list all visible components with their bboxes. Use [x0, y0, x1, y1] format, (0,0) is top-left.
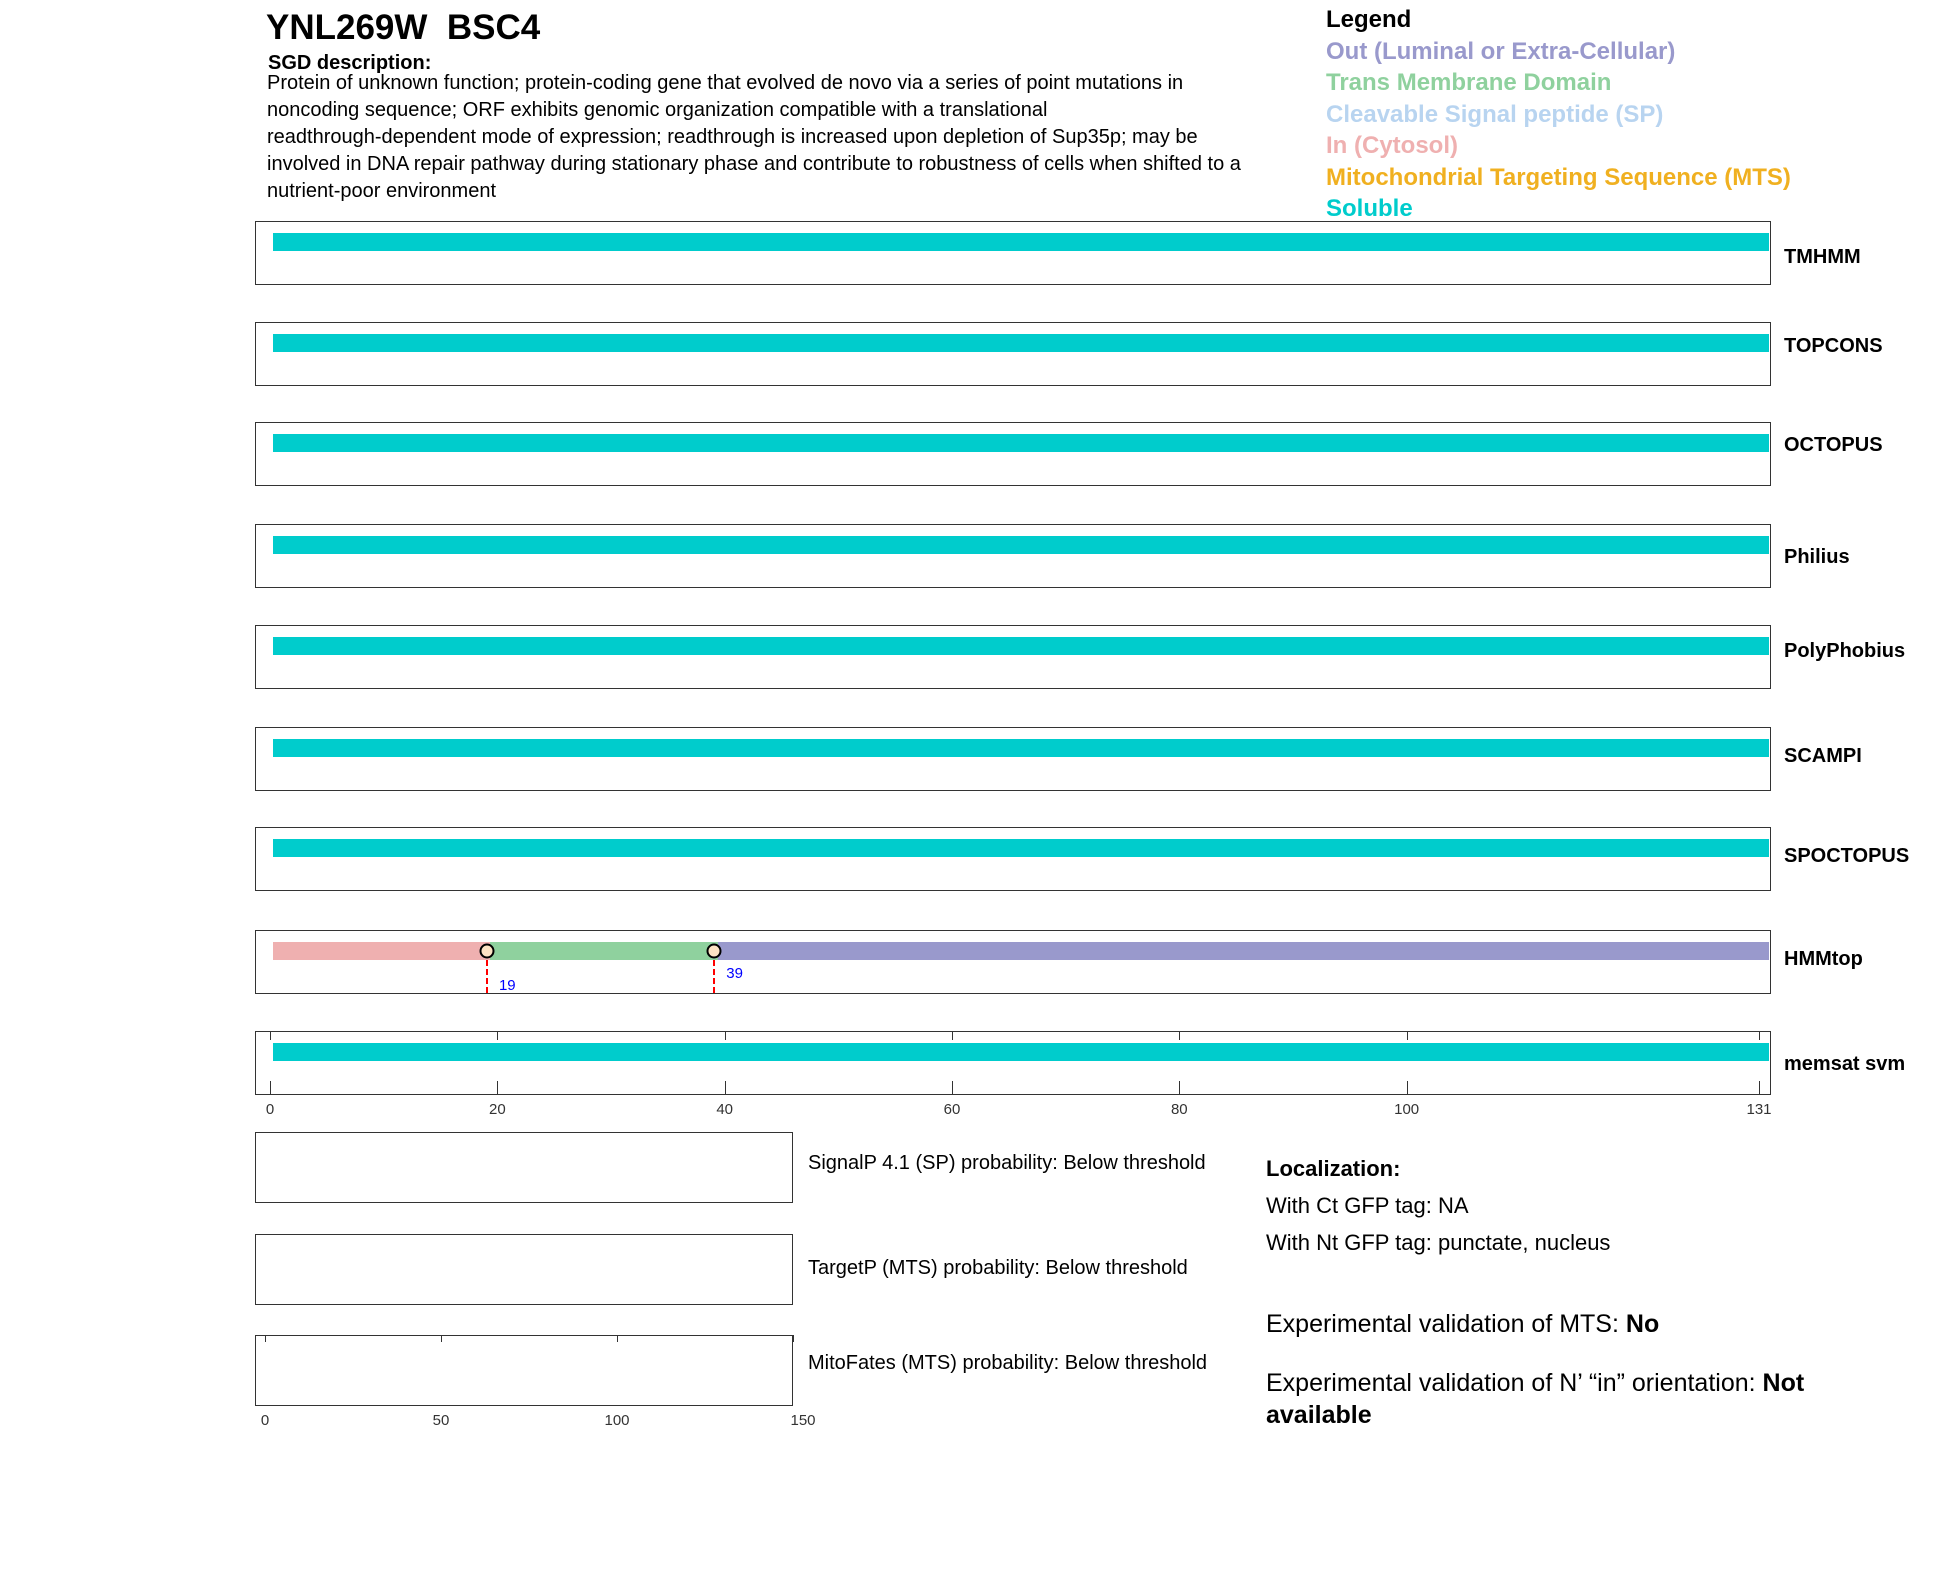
x-tick [724, 1031, 726, 1040]
track-panel-tmhmm [255, 221, 1771, 285]
track-panel-spoctopus [255, 827, 1771, 891]
track-segment [273, 942, 490, 960]
track-label: SPOCTOPUS [1784, 845, 1910, 867]
localization-heading: Localization: [1266, 1156, 1401, 1181]
track-segment [273, 739, 1769, 757]
description-line: Protein of unknown function; protein-cod… [267, 72, 1184, 94]
probability-label: TargetP (MTS) probability: Below thresho… [808, 1257, 1188, 1279]
track-label: PolyPhobius [1784, 640, 1906, 662]
track-panel-polyphobius [255, 625, 1771, 689]
legend-item: In (Cytosol) [1326, 132, 1458, 159]
marker-value: 39 [726, 965, 743, 982]
x-tick-label: 131 [1746, 1101, 1772, 1118]
legend-item: Out (Luminal or Extra-Cellular) [1326, 37, 1676, 65]
track-panel-topcons [255, 322, 1771, 386]
probability-panel [255, 1132, 793, 1203]
x-tick [617, 1335, 618, 1342]
orientation-validation-label: Experimental validation of N’ “in” orien… [1266, 1369, 1763, 1397]
x-tick [1759, 1081, 1760, 1095]
probability-label: MitoFates (MTS) probability: Below thres… [808, 1352, 1208, 1374]
orientation-validation: Experimental validation of N’ “in” orien… [1266, 1367, 1826, 1431]
x-tick [951, 1031, 953, 1040]
track-segment [489, 942, 719, 960]
x-tick-label: 100 [604, 1412, 630, 1429]
mts-validation: Experimental validation of MTS: No [1266, 1308, 1866, 1340]
legend-item: Soluble [1326, 195, 1413, 222]
orientation-validation-value: Not available [1266, 1369, 1805, 1429]
mts-validation-value: No [1625, 1310, 1660, 1338]
probability-panel [255, 1335, 793, 1406]
x-tick [265, 1335, 266, 1342]
localization-nt: With Nt GFP tag: punctate, nucleus [1266, 1230, 1611, 1255]
x-tick-label: 40 [716, 1101, 733, 1118]
description-line: noncoding sequence; ORF exhibits genomic… [267, 99, 1048, 121]
x-tick-label: 60 [943, 1101, 961, 1118]
description-line: involved in DNA repair pathway during st… [267, 153, 1241, 175]
description-line: nutrient-poor environment [267, 180, 497, 202]
x-tick-label: 50 [432, 1412, 450, 1429]
x-tick [497, 1031, 499, 1040]
description: Protein of unknown function; protein-cod… [267, 70, 1241, 205]
marker-line [485, 951, 488, 993]
x-tick [1406, 1081, 1408, 1095]
x-tick [441, 1335, 442, 1342]
description-line: readthrough-dependent mode of expression… [267, 126, 1198, 148]
legend-title: Legend [1326, 6, 1412, 33]
x-tick [724, 1081, 726, 1095]
track-segment [273, 334, 1769, 352]
track-segment [273, 434, 1769, 452]
mts-validation-label: Experimental validation of MTS: [1266, 1310, 1626, 1338]
x-tick [1759, 1031, 1760, 1040]
track-segment [718, 942, 1769, 960]
track-label: Philius [1784, 546, 1850, 568]
track-label: HMMtop [1784, 948, 1863, 970]
track-segment [273, 233, 1769, 251]
track-panel-hmmtop: 19 39 [255, 930, 1771, 994]
track-panel-octopus [255, 422, 1771, 486]
track-label: TOPCONS [1784, 335, 1883, 357]
x-tick-label: 0 [265, 1101, 275, 1118]
track-label: SCAMPI [1784, 745, 1862, 767]
legend-item: Mitochondrial Targeting Sequence (MTS) [1326, 163, 1791, 191]
legend: Legend Out (Luminal or Extra-Cellular) Tr… [1326, 4, 1791, 225]
x-tick [1406, 1031, 1408, 1040]
track-segment [273, 839, 1769, 857]
track-label: TMHMM [1784, 246, 1861, 268]
x-tick-label: 0 [260, 1412, 270, 1429]
localization: Localization: With Ct GFP tag: NA With N… [1266, 1150, 1610, 1261]
x-tick [270, 1031, 271, 1040]
track-segment [273, 637, 1769, 655]
x-tick [497, 1081, 499, 1095]
x-tick-label: 150 [790, 1412, 816, 1429]
probability-panel [255, 1234, 793, 1305]
track-label: memsat svm [1784, 1053, 1906, 1075]
x-tick [270, 1081, 271, 1095]
x-tick [1179, 1081, 1181, 1095]
track-segment [273, 1043, 1769, 1061]
legend-item: Trans Membrane Domain [1326, 69, 1612, 96]
probability-label: SignalP 4.1 (SP) probability: Below thre… [808, 1152, 1206, 1174]
boundary-marker [706, 943, 722, 959]
marker-line [713, 951, 716, 993]
legend-item: Cleavable Signal peptide (SP) [1326, 100, 1664, 128]
track-panel-philius [255, 524, 1771, 588]
track-label: OCTOPUS [1784, 434, 1883, 456]
x-tick [951, 1081, 953, 1095]
x-tick [793, 1335, 794, 1342]
localization-ct: With Ct GFP tag: NA [1266, 1193, 1469, 1218]
description-heading: SGD description: [268, 52, 432, 74]
x-tick-label: 80 [1170, 1101, 1188, 1118]
marker-value: 19 [498, 977, 516, 994]
gene-title: YNL269W BSC4 [266, 8, 541, 47]
track-segment [273, 536, 1769, 554]
x-tick-label: 20 [488, 1101, 506, 1118]
boundary-marker [479, 943, 495, 959]
track-panel-memsat-svm [255, 1031, 1771, 1095]
track-panel-scampi [255, 727, 1771, 791]
x-tick-label: 100 [1394, 1101, 1420, 1118]
x-tick [1179, 1031, 1181, 1040]
